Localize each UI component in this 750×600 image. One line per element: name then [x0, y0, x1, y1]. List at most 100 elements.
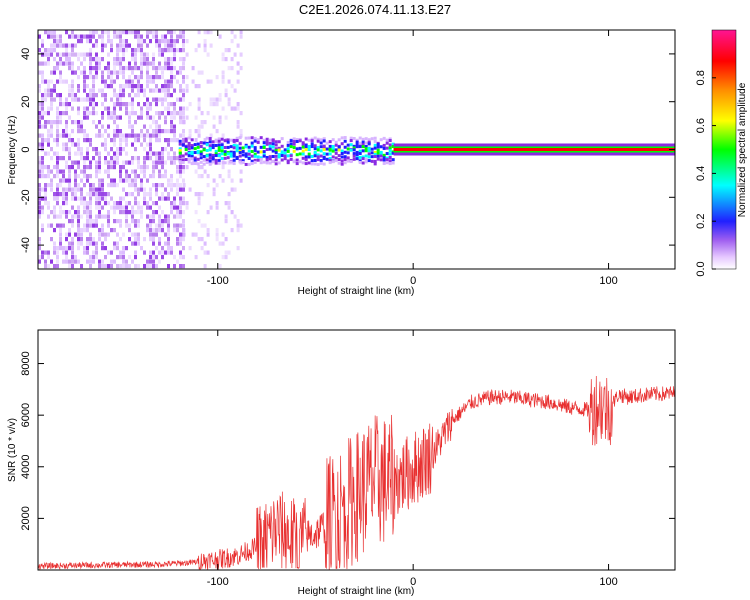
- spectrogram-cell: [131, 210, 134, 215]
- spectrogram-cell: [38, 174, 41, 179]
- spectrogram-cell: [137, 48, 140, 53]
- spectrogram-cell: [152, 57, 155, 62]
- spectrogram-cell: [158, 205, 161, 210]
- spectrogram-cell: [38, 61, 41, 66]
- spectrogram-cell: [173, 106, 176, 111]
- spectrogram-cell: [250, 150, 254, 154]
- spectrogram-cell: [125, 264, 128, 269]
- spectrogram-cell: [334, 143, 338, 147]
- spectrogram-cell: [77, 138, 80, 143]
- spectrogram-cell: [80, 34, 83, 39]
- spectrogram-cell: [41, 43, 44, 48]
- spectrogram-cell: [89, 165, 92, 170]
- spectrogram-cell: [98, 187, 101, 192]
- spectrogram-cell: [197, 102, 201, 107]
- spectrogram-cell: [113, 133, 116, 138]
- spectrogram-cell: [292, 140, 296, 144]
- spectrogram-cell: [83, 115, 86, 120]
- spectrogram-cell: [116, 43, 119, 48]
- spectrogram-cell: [352, 136, 356, 140]
- spectrogram-cell: [122, 255, 125, 260]
- spectrogram-cell: [355, 142, 359, 146]
- spectrogram-cell: [146, 151, 149, 156]
- spectrogram-cell: [38, 196, 41, 201]
- spectrogram-cell: [89, 52, 92, 57]
- spectrogram-cell: [71, 237, 74, 242]
- spectrogram-cell: [277, 161, 281, 165]
- spectrogram-cell: [304, 148, 308, 152]
- spectrogram-cell: [140, 111, 143, 116]
- spectrogram-cell: [77, 84, 80, 89]
- spectrogram-cell: [340, 155, 344, 159]
- spectrogram-cell: [319, 149, 323, 153]
- spectrogram-cell: [68, 102, 71, 107]
- snr-y-label: SNR (10 * v/v): [7, 418, 18, 482]
- spectrogram-cell: [182, 165, 185, 170]
- spectrogram-cell: [152, 214, 155, 219]
- spectrogram-cell: [98, 120, 101, 125]
- spectrogram-cell: [164, 160, 167, 165]
- spectrogram-cell: [352, 152, 356, 156]
- spectrogram-cell: [71, 88, 74, 93]
- spectrogram-cell: [77, 147, 80, 152]
- spectrogram-cell: [89, 259, 92, 264]
- spectrogram-cell: [167, 264, 170, 269]
- spectrogram-cell: [149, 264, 152, 269]
- spectrogram-cell: [131, 205, 134, 210]
- spectrogram-cell: [125, 39, 128, 44]
- spectrogram-cell: [44, 165, 47, 170]
- spectrogram-cell: [229, 150, 233, 154]
- spectrogram-cell: [59, 246, 62, 251]
- spectrogram-cell: [47, 84, 50, 89]
- spectrogram-cell: [125, 178, 128, 183]
- spectrogram-cell: [170, 246, 173, 251]
- spectrogram-cell: [101, 214, 104, 219]
- spectrogram-cell: [53, 228, 56, 233]
- spectrogram-cell: [391, 142, 395, 146]
- spectrogram-cell: [236, 61, 240, 66]
- spectrogram-cell: [236, 223, 240, 228]
- spectrogram-cell: [134, 30, 137, 35]
- spectrogram-cell: [173, 133, 176, 138]
- spectrogram-cell: [236, 43, 240, 48]
- spectrogram-cell: [152, 133, 155, 138]
- spectrogram-cell: [391, 145, 395, 149]
- spectrogram-cell: [319, 141, 323, 145]
- spectrogram-cell: [119, 70, 122, 75]
- spectrogram-cell: [170, 61, 173, 66]
- spectrogram-cell: [146, 228, 149, 233]
- spectrogram-cell: [86, 147, 89, 152]
- spectrogram-cell: [215, 129, 219, 134]
- spectrogram-cell: [155, 165, 158, 170]
- spectrogram-cell: [187, 136, 191, 140]
- spectrogram-cell: [131, 169, 134, 174]
- spectrogram-cell: [211, 158, 215, 162]
- spectrogram-cell: [194, 169, 198, 174]
- spectrogram-cell: [119, 138, 122, 143]
- spectrogram-cell: [131, 192, 134, 197]
- spectrogram-cell: [235, 146, 239, 150]
- spectrogram-cell: [98, 66, 101, 71]
- spectrogram-cell: [143, 133, 146, 138]
- spectrogram-cell: [295, 162, 299, 166]
- spectrogram-cell: [355, 145, 359, 149]
- spectrogram-cell: [349, 143, 353, 147]
- spectrogram-cell: [361, 161, 365, 165]
- spectrogram-cell: [89, 34, 92, 39]
- spectrogram-cell: [364, 149, 368, 153]
- spectrogram-cell: [92, 250, 95, 255]
- spectrogram-cell: [181, 160, 185, 164]
- spectrogram-cell: [241, 146, 245, 150]
- spectrogram-cell: [95, 196, 98, 201]
- spectrogram-cell: [95, 75, 98, 80]
- spectrogram-cell: [203, 39, 207, 44]
- spectrogram-cell: [370, 155, 374, 159]
- spectrogram-cell: [119, 66, 122, 71]
- spectrogram-cell: [59, 178, 62, 183]
- spectrogram-cell: [128, 66, 131, 71]
- spectrogram-cell: [227, 102, 231, 107]
- spectrogram-cell: [379, 145, 383, 149]
- spectrogram-cell: [334, 159, 338, 163]
- spectrogram-cell: [92, 43, 95, 48]
- spectrogram-cell: [286, 143, 290, 147]
